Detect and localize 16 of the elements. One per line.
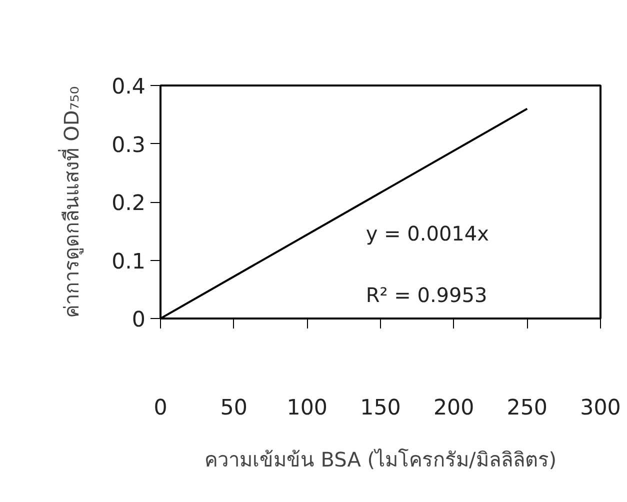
x-tick-label: 200 [433,396,474,420]
annotation: R² = 0.9953 [366,282,488,307]
x-tick-label: 150 [360,396,401,420]
y-tick-label: 0.4 [112,74,146,100]
y-tick-label: 0.1 [112,249,146,274]
y-tick-label: 0.3 [112,132,146,158]
x-axis-title: ความเข้มข้น BSA (ไมโครกรัม/มิลลิลิตร) [204,448,557,472]
x-tick-label: 300 [580,396,621,420]
y-tick-label: 0.2 [112,191,146,216]
x-tick-label: 100 [286,396,328,420]
y-tick-label: 0 [132,308,146,332]
x-tick-label: 50 [220,396,248,420]
annotation: y = 0.0014x [366,222,490,246]
x-tick-label: 250 [506,396,548,420]
x-tick-label: 0 [154,396,168,420]
y-axis-title: ค่าการดูดกลืนแสงที่ OD₇₅₀ [58,86,85,318]
